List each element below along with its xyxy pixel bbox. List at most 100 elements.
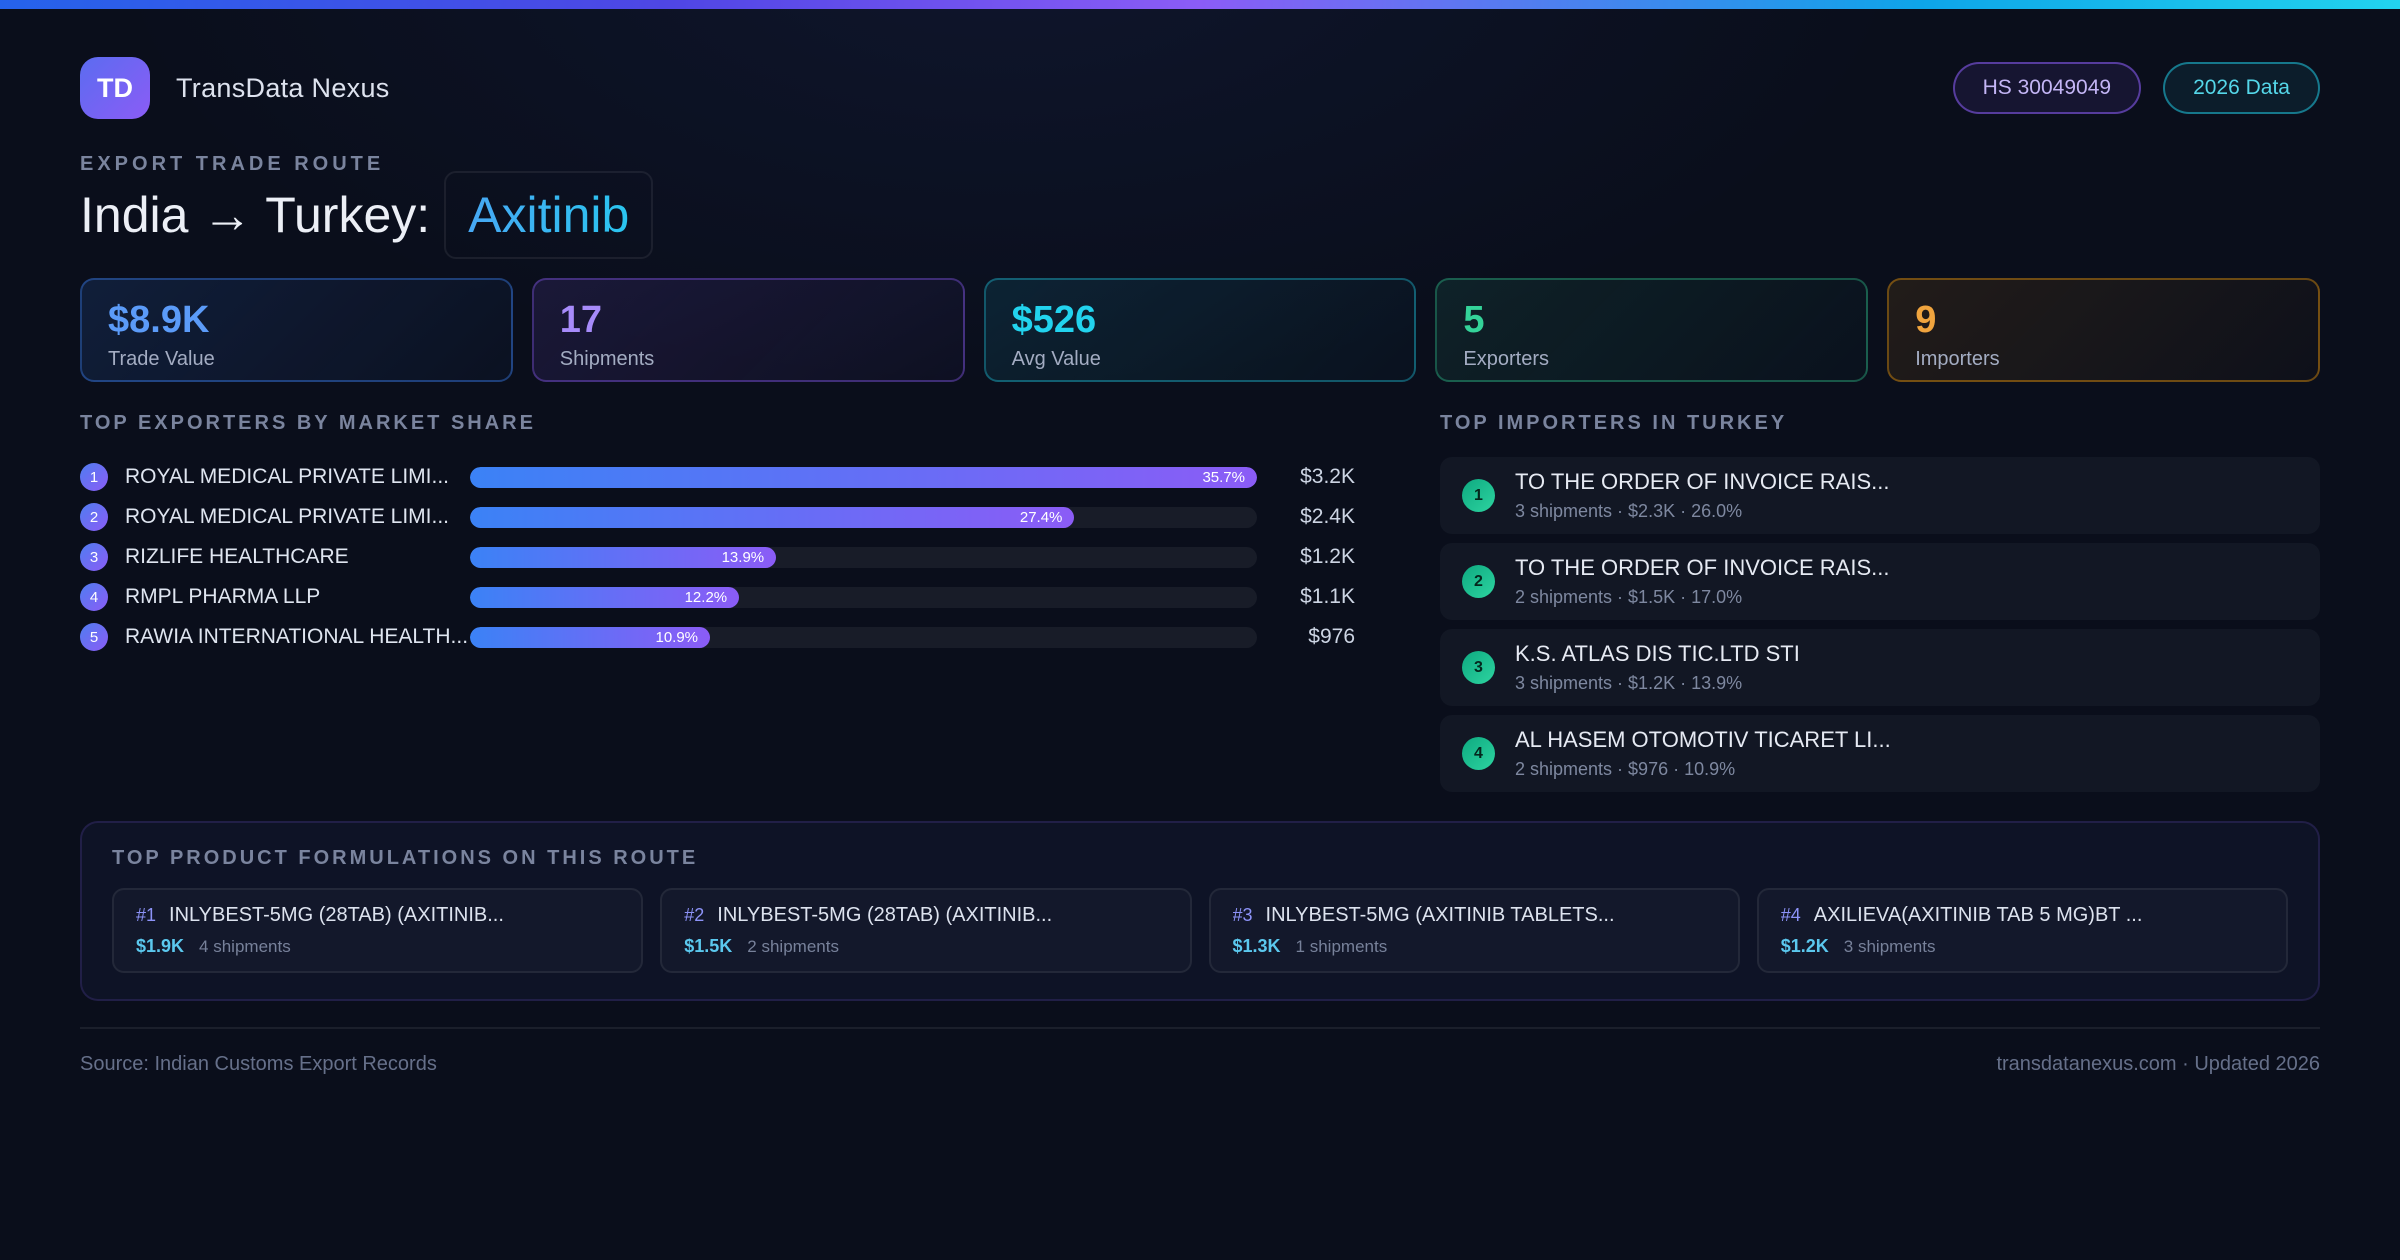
product-rank: #2 bbox=[684, 905, 705, 925]
exporter-row: 3 RIZLIFE HEALTHCARE 13.9% $1.2K bbox=[80, 537, 1355, 577]
stat-cards: $8.9K Trade Value 17 Shipments $526 Avg … bbox=[80, 278, 2320, 382]
exporter-row: 2 ROYAL MEDICAL PRIVATE LIMI... 27.4% $2… bbox=[80, 497, 1355, 537]
importer-meta: 2 shipments · $976 · 10.9% bbox=[1515, 759, 1736, 779]
market-share-label: 35.7% bbox=[1202, 468, 1245, 486]
exporter-row: 4 RMPL PHARMA LLP 12.2% $1.1K bbox=[80, 577, 1355, 617]
stat-card-trade-value: $8.9K Trade Value bbox=[80, 278, 513, 382]
footer-source: Source: Indian Customs Export Records bbox=[80, 1053, 437, 1075]
route-eyebrow: EXPORT TRADE ROUTE bbox=[80, 153, 385, 175]
page-title-route: India → Turkey: bbox=[80, 187, 431, 243]
rank-badge: 4 bbox=[80, 583, 108, 611]
rank-badge: 2 bbox=[1462, 565, 1495, 598]
market-share-label: 10.9% bbox=[655, 628, 699, 646]
product-card-top: #4 AXILIEVA(AXITINIB TAB 5 MG)BT ... bbox=[1781, 904, 2264, 927]
product-name: INLYBEST-5MG (28TAB) (AXITINIB... bbox=[717, 904, 1053, 926]
market-share-bar: 13.9% bbox=[470, 546, 777, 568]
rank-badge: 1 bbox=[1462, 479, 1495, 512]
stat-value: 5 bbox=[1463, 299, 1485, 341]
product-name: INLYBEST-5MG (AXITINIB TABLETS... bbox=[1265, 904, 1615, 926]
importer-item: 3 K.S. ATLAS DIS TIC.LTD STI 3 shipments… bbox=[1440, 629, 2320, 706]
product-name: INLYBEST-5MG (28TAB) (AXITINIB... bbox=[169, 904, 504, 926]
page: TD TransData Nexus HS 30049049 2026 Data… bbox=[0, 57, 2400, 1076]
rank-badge: 4 bbox=[1462, 737, 1495, 770]
importer-item: 2 TO THE ORDER OF INVOICE RAIS... 2 ship… bbox=[1440, 543, 2320, 620]
market-share-bar-track: 13.9% bbox=[470, 546, 1257, 568]
exporter-name: RMPL PHARMA LLP bbox=[125, 585, 321, 608]
stat-label: Shipments bbox=[559, 348, 655, 370]
exporters-section: TOP EXPORTERS BY MARKET SHARE 1 ROYAL ME… bbox=[80, 412, 1355, 801]
stat-value: 17 bbox=[559, 299, 603, 341]
importer-name: K.S. ATLAS DIS TIC.LTD STI bbox=[1515, 641, 1800, 666]
page-footer: Source: Indian Customs Export Records tr… bbox=[80, 1027, 2320, 1076]
importer-body: TO THE ORDER OF INVOICE RAIS... 2 shipme… bbox=[1515, 555, 1889, 608]
exporter-name: ROYAL MEDICAL PRIVATE LIMI... bbox=[125, 505, 450, 528]
app-logo: TD bbox=[80, 57, 150, 119]
product-cards: #1 INLYBEST-5MG (28TAB) (AXITINIB... $1.… bbox=[112, 888, 2288, 973]
product-shipments: 3 shipments bbox=[1843, 937, 1936, 956]
product-card: #1 INLYBEST-5MG (28TAB) (AXITINIB... $1.… bbox=[112, 888, 644, 973]
market-share-bar: 12.2% bbox=[470, 586, 740, 608]
product-card: #2 INLYBEST-5MG (28TAB) (AXITINIB... $1.… bbox=[660, 888, 1192, 973]
product-card-bottom: $1.9K 4 shipments bbox=[136, 936, 619, 957]
importer-body: TO THE ORDER OF INVOICE RAIS... 3 shipme… bbox=[1515, 469, 1889, 522]
product-card: #3 INLYBEST-5MG (AXITINIB TABLETS... $1.… bbox=[1208, 888, 1740, 973]
product-value: $1.5K bbox=[684, 936, 733, 956]
importer-meta: 3 shipments · $2.3K · 26.0% bbox=[1515, 501, 1743, 521]
stat-card-avg-value: $526 Avg Value bbox=[983, 278, 1417, 382]
product-card-top: #2 INLYBEST-5MG (28TAB) (AXITINIB... bbox=[684, 904, 1167, 927]
product-rank: #3 bbox=[1232, 905, 1253, 925]
exporter-value: $3.2K bbox=[1300, 465, 1355, 488]
product-value: $1.3K bbox=[1232, 936, 1281, 956]
app-logo-text: TD bbox=[97, 72, 133, 103]
market-share-bar-track: 10.9% bbox=[470, 626, 1257, 648]
product-card-bottom: $1.5K 2 shipments bbox=[684, 936, 1167, 957]
product-rank: #1 bbox=[136, 905, 157, 925]
exporter-value: $976 bbox=[1308, 625, 1355, 648]
exporter-row: 1 ROYAL MEDICAL PRIVATE LIMI... 35.7% $3… bbox=[80, 457, 1355, 497]
product-name: AXILIEVA(AXITINIB TAB 5 MG)BT ... bbox=[1813, 904, 2143, 926]
products-panel: TOP PRODUCT FORMULATIONS ON THIS ROUTE #… bbox=[80, 821, 2320, 1001]
importers-heading: TOP IMPORTERS IN TURKEY bbox=[1440, 412, 1788, 434]
exporter-value: $1.2K bbox=[1300, 545, 1355, 568]
product-card-top: #1 INLYBEST-5MG (28TAB) (AXITINIB... bbox=[136, 904, 619, 927]
accent-gradient-bar bbox=[0, 0, 2400, 9]
stat-label: Importers bbox=[1915, 348, 2000, 370]
importer-item: 4 AL HASEM OTOMOTIV TICARET LI... 2 ship… bbox=[1440, 715, 2320, 792]
exporter-row: 5 RAWIA INTERNATIONAL HEALTH... 10.9% $9… bbox=[80, 617, 1355, 657]
importer-meta: 2 shipments · $1.5K · 17.0% bbox=[1515, 587, 1743, 607]
rank-badge: 3 bbox=[1462, 651, 1495, 684]
stat-label: Exporters bbox=[1463, 348, 1549, 370]
market-share-bar-track: 35.7% bbox=[470, 466, 1257, 488]
exporter-name: RIZLIFE HEALTHCARE bbox=[125, 545, 349, 568]
market-share-bar: 27.4% bbox=[470, 506, 1075, 528]
product-value: $1.2K bbox=[1780, 936, 1829, 956]
hs-code-badge[interactable]: HS 30049049 bbox=[1952, 62, 2142, 114]
header-badges: HS 30049049 2026 Data bbox=[1952, 62, 2320, 114]
market-share-bar: 10.9% bbox=[470, 626, 711, 648]
rank-badge: 3 bbox=[80, 543, 108, 571]
market-share-label: 27.4% bbox=[1019, 508, 1063, 526]
product-card-bottom: $1.2K 3 shipments bbox=[1781, 936, 2264, 957]
stat-label: Avg Value bbox=[1011, 348, 1101, 370]
page-title-product: Axitinib bbox=[444, 171, 654, 259]
market-share-bar: 35.7% bbox=[470, 466, 1257, 488]
exporter-name: RAWIA INTERNATIONAL HEALTH... bbox=[125, 625, 469, 648]
rank-badge: 2 bbox=[80, 503, 108, 531]
importer-meta: 3 shipments · $1.2K · 13.9% bbox=[1515, 673, 1743, 693]
market-share-bar-track: 12.2% bbox=[470, 586, 1257, 608]
importer-name: TO THE ORDER OF INVOICE RAIS... bbox=[1515, 555, 1890, 580]
product-rank: #4 bbox=[1780, 905, 1801, 925]
product-shipments: 1 shipments bbox=[1295, 937, 1388, 956]
stat-value: 9 bbox=[1915, 299, 1937, 341]
footer-site-link[interactable]: transdatanexus.com · Updated 2026 bbox=[1996, 1053, 2320, 1075]
page-title: India → Turkey: Axitinib bbox=[80, 171, 2320, 259]
product-value: $1.9K bbox=[136, 936, 185, 956]
market-share-bar-track: 27.4% bbox=[470, 506, 1257, 528]
importer-name: AL HASEM OTOMOTIV TICARET LI... bbox=[1515, 727, 1891, 752]
importer-body: K.S. ATLAS DIS TIC.LTD STI 3 shipments ·… bbox=[1515, 641, 1800, 694]
exporter-value: $1.1K bbox=[1300, 585, 1355, 608]
product-card-top: #3 INLYBEST-5MG (AXITINIB TABLETS... bbox=[1233, 904, 1716, 927]
exporters-heading: TOP EXPORTERS BY MARKET SHARE bbox=[80, 412, 536, 434]
year-data-badge[interactable]: 2026 Data bbox=[2163, 62, 2320, 114]
exporter-value: $2.4K bbox=[1300, 505, 1355, 528]
